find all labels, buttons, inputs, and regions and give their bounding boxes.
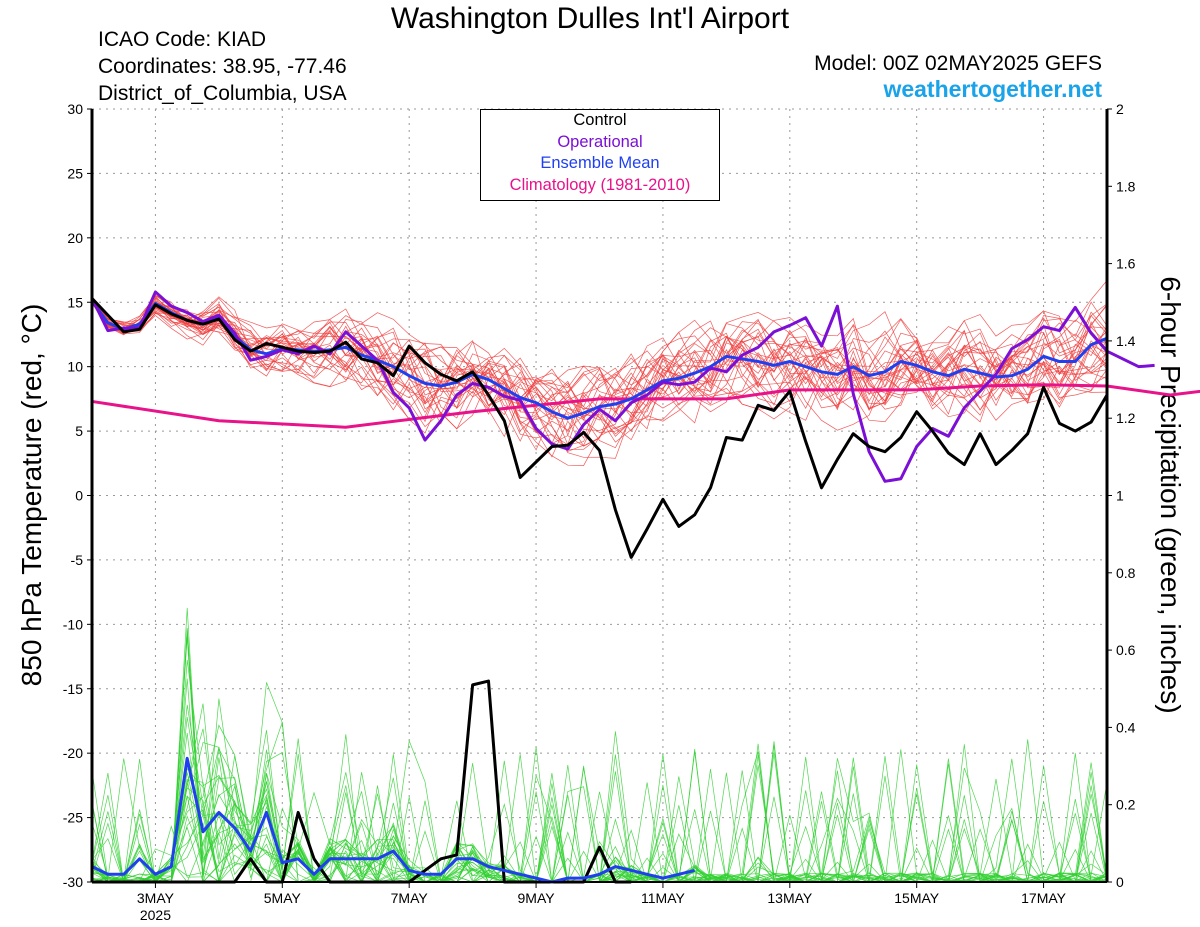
temp-member-line bbox=[91, 301, 1108, 439]
y-left-tick-label: 10 bbox=[67, 359, 83, 375]
y-left-tick-label: 0 bbox=[75, 488, 83, 504]
precip-member-line bbox=[91, 698, 1108, 883]
coordinates: Coordinates: 38.95, -77.46 bbox=[98, 55, 347, 78]
legend-operational: Operational bbox=[557, 132, 643, 151]
ensemble-members bbox=[91, 280, 1108, 884]
y-right-tick-label: 1 bbox=[1116, 488, 1124, 504]
y-left-tick-label: 15 bbox=[67, 294, 83, 310]
icao-code: ICAO Code: KIAD bbox=[98, 28, 267, 51]
model-run: Model: 00Z 02MAY2025 GEFS bbox=[814, 52, 1102, 75]
y-left-tick-label: -20 bbox=[63, 745, 83, 761]
x-tick-label: 3MAY bbox=[137, 890, 175, 906]
temp-member-line bbox=[91, 300, 1108, 430]
temp-member-line bbox=[91, 296, 1108, 435]
temp-member-line bbox=[91, 302, 1108, 451]
y-right-tick-label: 0.8 bbox=[1116, 565, 1136, 581]
x-tick-label: 17MAY bbox=[1021, 890, 1067, 906]
legend-climatology: Climatology (1981-2010) bbox=[509, 175, 691, 194]
y-left-tick-label: 5 bbox=[75, 423, 83, 439]
temp-mean-line bbox=[90, 300, 1108, 420]
temp-member-line bbox=[91, 301, 1108, 431]
site-link[interactable]: weathertogether.net bbox=[883, 76, 1102, 102]
precip-mean-line bbox=[91, 756, 696, 884]
grid-lines bbox=[92, 108, 1107, 883]
precip-member-line bbox=[91, 682, 1108, 883]
x-tick-label: 13MAY bbox=[767, 890, 813, 906]
temp-member-line bbox=[91, 301, 1108, 425]
region: District_of_Columbia, USA bbox=[98, 82, 347, 105]
y-right-tick-label: 1.2 bbox=[1116, 410, 1136, 426]
y-right-tick-label: 1.4 bbox=[1116, 333, 1136, 349]
climatology-line bbox=[91, 383, 1200, 429]
legend-mean: Ensemble Mean bbox=[540, 154, 660, 172]
axes: 302520151050-5-10-15-20-25-3021.81.61.41… bbox=[63, 101, 1136, 923]
y-left-tick-label: -25 bbox=[63, 810, 83, 826]
temp-member-line bbox=[91, 299, 1108, 434]
temp-member-line bbox=[91, 300, 1108, 449]
x-tick-label: 15MAY bbox=[894, 890, 940, 906]
temp-member-line bbox=[91, 294, 1108, 421]
chart-title: Washington Dulles Int'l Airport bbox=[390, 2, 790, 35]
y-right-tick-label: 0 bbox=[1116, 874, 1124, 890]
y-right-tick-label: 1.6 bbox=[1116, 256, 1136, 272]
y-left-tick-label: -10 bbox=[63, 616, 83, 632]
y-left-tick-label: 25 bbox=[67, 165, 83, 181]
temp-member-line bbox=[91, 296, 1108, 411]
x-tick-label: 7MAY bbox=[391, 890, 429, 906]
temp-member-line bbox=[91, 298, 1108, 452]
y-left-tick-label: 20 bbox=[67, 230, 83, 246]
temp-operational-line bbox=[90, 290, 1155, 483]
precip-member-line bbox=[91, 717, 1108, 883]
legend: Control Operational Ensemble Mean Climat… bbox=[480, 109, 720, 201]
y-left-tick-label: -15 bbox=[63, 681, 83, 697]
y-right-tick-label: 0.4 bbox=[1116, 719, 1136, 735]
x-year-label: 2025 bbox=[140, 907, 171, 923]
y-left-tick-label: -5 bbox=[71, 552, 84, 568]
y-right-tick-label: 0.2 bbox=[1116, 797, 1136, 813]
precip-member-line bbox=[92, 730, 1108, 883]
legend-control: Control bbox=[573, 111, 627, 129]
y-left-tick-label: 30 bbox=[67, 101, 83, 117]
x-tick-label: 9MAY bbox=[518, 890, 556, 906]
y-right-tick-label: 0.6 bbox=[1116, 642, 1136, 658]
temp-member-line bbox=[91, 295, 1108, 433]
y-right-tick-label: 1.8 bbox=[1116, 178, 1136, 194]
x-tick-label: 5MAY bbox=[264, 890, 302, 906]
y-right-tick-label: 2 bbox=[1116, 101, 1124, 117]
temp-member-line bbox=[91, 299, 1108, 409]
temp-control-line bbox=[90, 297, 1109, 559]
y-left-tick-label: -30 bbox=[63, 874, 83, 890]
x-tick-label: 11MAY bbox=[641, 890, 685, 906]
